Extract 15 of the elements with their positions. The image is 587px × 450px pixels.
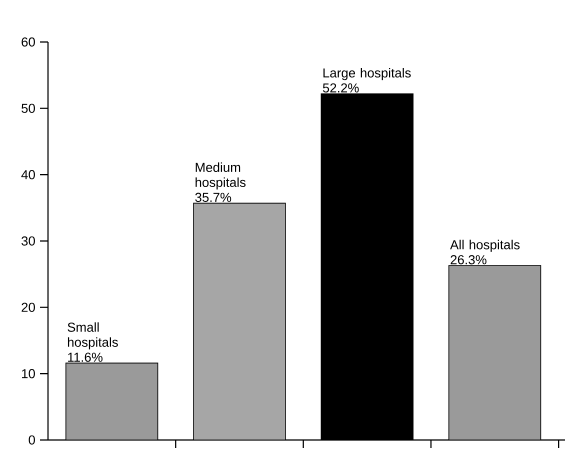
y-tick-label: 10 bbox=[22, 369, 35, 378]
x-tick-label: Large hospitals bbox=[323, 68, 411, 80]
y-tick-label: 0 bbox=[28, 435, 35, 445]
data-label: 35.7% bbox=[195, 192, 232, 202]
y-tick-label: 30 bbox=[22, 236, 35, 246]
data-label: 52.2% bbox=[322, 83, 359, 93]
data-label: 11.6% bbox=[68, 352, 103, 362]
y-tick-label: 40 bbox=[21, 170, 35, 180]
x-tick-label: All hospitals bbox=[450, 240, 520, 252]
y-tick-label: 20 bbox=[22, 302, 35, 312]
data-label: 26.3% bbox=[450, 255, 486, 264]
x-tick-label: Medium hospitals bbox=[196, 162, 246, 190]
y-tick-label: 50 bbox=[22, 104, 35, 113]
x-tick-label: Small hospitals bbox=[68, 322, 118, 350]
y-tick-label: 60 bbox=[22, 37, 35, 47]
